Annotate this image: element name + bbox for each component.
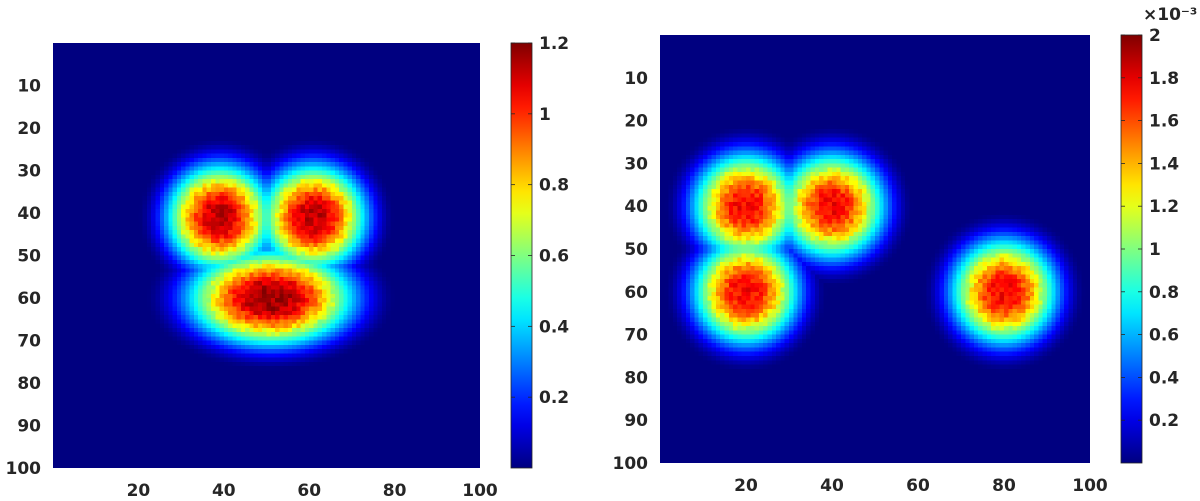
y-tick-label: 80 [17, 374, 41, 394]
colorbar-tick-label: 0.2 [1149, 411, 1179, 431]
colorbar-tick-label: 1.6 [1149, 112, 1179, 132]
colorbar-left: 0.2 0.4 0.6 0.8 1 1.2 [510, 34, 569, 469]
colorbar-tick-label: 0.8 [539, 176, 569, 196]
x-tick-label: 40 [212, 481, 236, 501]
x-tick-label: 40 [820, 476, 844, 496]
y-tick-label: 20 [624, 112, 648, 132]
y-tick-label: 30 [624, 154, 648, 174]
y-tick-label: 100 [613, 454, 649, 474]
y-tick-label: 20 [17, 119, 41, 139]
colorbar-tick-label: 0.8 [1149, 283, 1179, 303]
colorbar-tick-label: 0.4 [1149, 368, 1179, 388]
colorbar-tick-label: 0.6 [539, 247, 569, 267]
y-tick-label: 100 [6, 459, 42, 479]
colorbar-tick-label: 2 [1149, 26, 1161, 46]
colorbar-tick-label: 0.2 [539, 388, 569, 408]
x-tick-label: 60 [906, 476, 930, 496]
colorbar-right: 0.2 0.4 0.6 0.8 1 1.2 1.4 1.6 1.8 2×10⁻³ [1120, 5, 1197, 464]
y-tick-label: 60 [17, 289, 41, 309]
y-tick-label: 10 [17, 77, 41, 97]
y-tick-label: 80 [624, 368, 648, 388]
colorbar-tick-label: 0.6 [1149, 326, 1179, 346]
x-tick-label: 20 [734, 476, 758, 496]
x-tick-label: 20 [127, 481, 151, 501]
colorbar-tick-label: 1.8 [1149, 69, 1179, 89]
colorbar-tick-label: 1 [1149, 240, 1161, 260]
y-tick-label: 90 [624, 411, 648, 431]
y-tick-label: 10 [624, 69, 648, 89]
x-tick-label: 60 [297, 481, 321, 501]
x-tick-label: 100 [462, 481, 498, 501]
heatmap-image-right [660, 35, 1090, 463]
colorbar-tick-label: 1 [539, 105, 551, 125]
y-tick-label: 40 [624, 197, 648, 217]
y-tick-label: 50 [17, 247, 41, 267]
colorbar-tick-label: 0.4 [539, 317, 569, 337]
y-tick-label: 70 [624, 326, 648, 346]
colorbar-tick-label: 1.4 [1149, 154, 1179, 174]
x-tick-label: 80 [383, 481, 407, 501]
x-tick-label: 80 [992, 476, 1016, 496]
y-tick-label: 30 [17, 162, 41, 182]
x-tick-label: 100 [1072, 476, 1108, 496]
colorbar-tick-label: 1.2 [539, 34, 569, 54]
y-tick-label: 40 [17, 204, 41, 224]
y-tick-label: 50 [624, 240, 648, 260]
y-tick-label: 60 [624, 283, 648, 303]
colorbar-tick-label: 1.2 [1149, 197, 1179, 217]
heatmap-image-left [53, 43, 480, 468]
y-tick-label: 70 [17, 332, 41, 352]
colorbar-exponent-label: ×10⁻³ [1143, 5, 1197, 25]
y-tick-label: 90 [17, 417, 41, 437]
